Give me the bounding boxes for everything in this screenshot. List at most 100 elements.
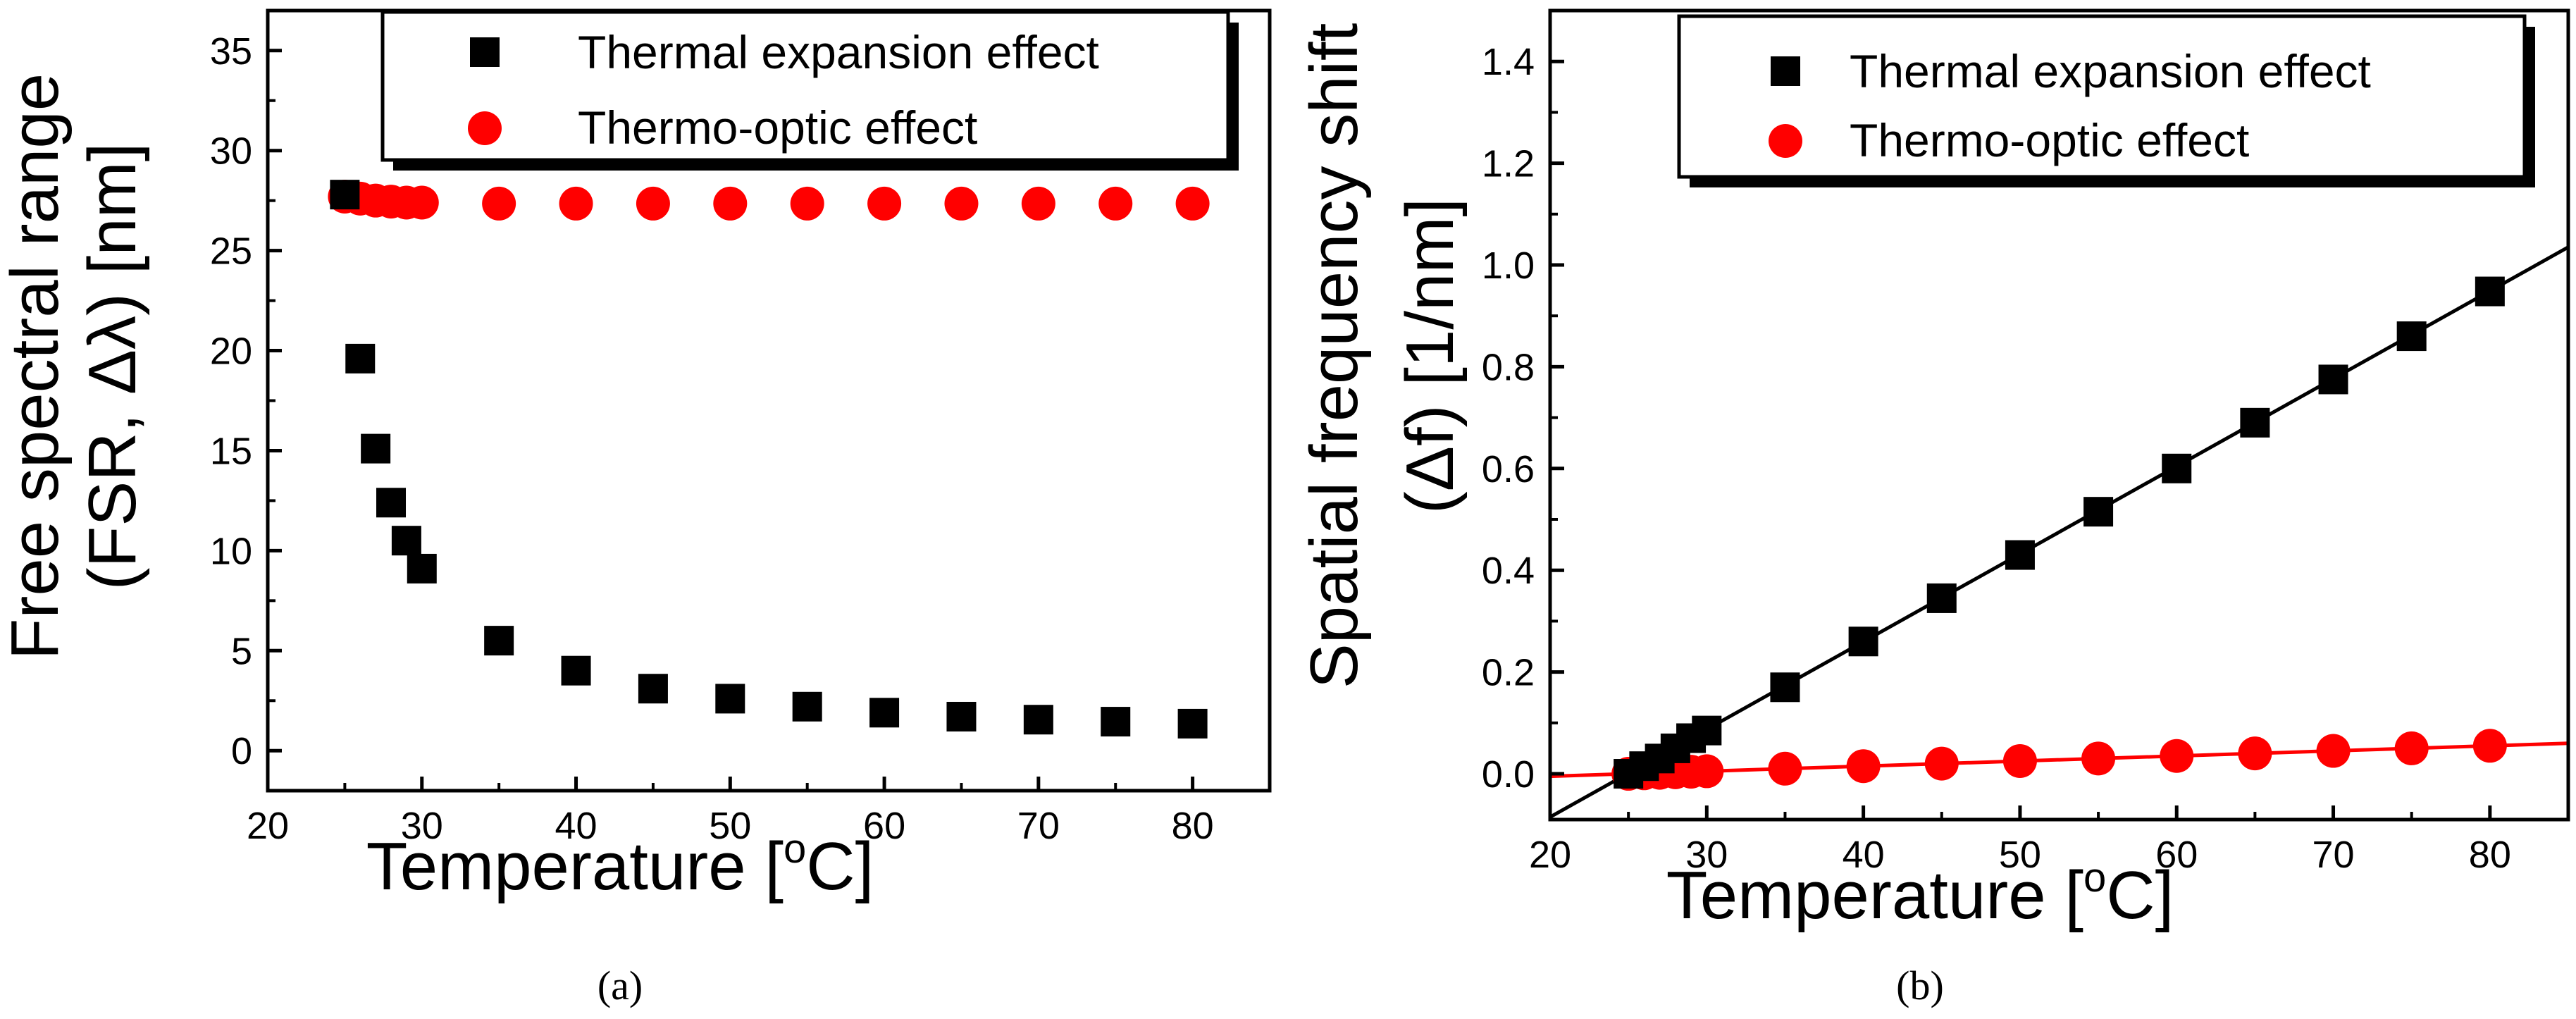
plot-frame [1548,8,2570,822]
y-tick-label: 35 [210,30,252,73]
legend-label-thermal-expansion: Thermal expansion effect [1850,45,2371,97]
y-tick-label: 1.0 [1482,245,1535,287]
data-point-thermo-optic [559,186,593,221]
data-point-thermal-expansion [869,698,900,728]
y-tick-label: 0 [231,730,252,772]
y-axis-label-line2: (Δf) [1/nm] [1392,198,1468,514]
data-point-thermo-optic [790,186,824,221]
y-tick-label: 0.6 [1482,448,1535,490]
data-point-thermo-optic [1690,754,1724,789]
y-tick-label: 20 [210,331,252,373]
x-tick-label: 20 [247,805,289,847]
data-point-thermal-expansion [2005,540,2035,570]
legend-label-thermal-expansion: Thermal expansion effect [578,26,1099,78]
y-axis-label-line2: (FSR, Δλ) [nm] [75,143,150,591]
y-tick-label: 0.0 [1482,753,1535,796]
legend-label-thermo-optic: Thermo-optic effect [578,101,977,154]
x-tick-label: 80 [1172,805,1214,847]
y-tick-label: 5 [231,630,252,672]
x-tick-label: 20 [1529,834,1571,876]
data-point-thermal-expansion [2083,497,2114,527]
data-point-thermal-expansion [407,553,437,583]
legend-label-thermo-optic: Thermo-optic effect [1850,114,2249,166]
data-point-thermo-optic [713,186,748,221]
x-tick-label: 30 [401,805,443,847]
data-point-thermal-expansion [1177,708,1208,739]
data-point-thermal-expansion [361,433,391,464]
data-point-thermo-optic [1021,186,1055,221]
data-point-thermo-optic [944,186,979,221]
data-point-thermo-optic [636,186,670,221]
y-axis-label: Spatial frequency shift (Δf) [1/nm] [1296,23,1468,689]
y-axis-label-line1: Spatial frequency shift [1296,23,1372,689]
x-tick-label: 60 [2155,834,2198,876]
legend-marker-thermo-optic [468,111,502,145]
data-point-thermal-expansion [715,684,745,714]
x-tick-label: 30 [1685,834,1728,876]
x-tick-label: 50 [1999,834,2041,876]
data-point-thermal-expansion [2240,407,2270,438]
data-point-thermal-expansion [792,691,822,722]
data-point-thermo-optic [2002,743,2037,778]
data-point-thermal-expansion [1926,583,1957,613]
data-point-thermal-expansion [2162,453,2192,483]
data-point-thermo-optic [2472,729,2507,763]
data-point-thermal-expansion [376,488,407,518]
x-tick-label: 40 [1843,834,1885,876]
data-point-thermo-optic [2160,739,2194,773]
x-tick-label: 80 [2469,834,2511,876]
data-point-thermo-optic [1846,749,1881,784]
y-tick-label: 0.8 [1482,346,1535,388]
legend-marker-thermo-optic [1769,124,1802,158]
data-point-thermo-optic [404,185,439,220]
legend-marker-thermal-expansion [470,37,500,67]
legend: Thermal expansion effect Thermo-optic ef… [380,10,1239,171]
data-point-thermal-expansion [2396,321,2427,352]
x-tick-label: 60 [863,805,905,847]
panel-b: Spatial frequency shift (Δf) [1/nm] 20 30… [1296,8,2570,1008]
data-point-thermo-optic [482,186,516,221]
data-point-thermal-expansion [561,655,591,686]
data-point-thermo-optic [2081,741,2116,776]
data-point-thermal-expansion [1848,626,1878,657]
x-axis-label: Temperature [oC] [1666,855,2174,933]
legend: Thermal expansion effect Thermo-optic ef… [1677,14,2535,187]
y-tick-label: 15 [210,430,252,472]
data-point-thermal-expansion [946,701,977,731]
data-point-thermo-optic [1768,751,1802,786]
y-tick-label: 10 [210,530,252,572]
data-point-thermal-expansion [391,526,421,556]
data-point-thermal-expansion [638,674,668,704]
data-point-thermo-optic [867,186,902,221]
y-tick-label: 1.2 [1482,143,1535,185]
panel-caption-b: (b) [1896,963,1944,1008]
data-point-thermo-optic [2394,731,2429,765]
x-tick-label: 70 [2312,834,2354,876]
y-tick-label: 30 [210,130,252,173]
data-point-thermal-expansion [484,626,514,656]
data-point-thermo-optic [2316,734,2351,768]
x-tick-label: 40 [555,805,597,847]
y-axis-label-line1: Free spectral range [0,73,73,660]
data-point-thermo-optic [2238,736,2272,771]
data-point-thermal-expansion [1692,715,1722,746]
data-point-thermo-optic [1098,186,1133,221]
data-point-thermo-optic [1175,186,1210,221]
y-tick-label: 1.4 [1482,41,1535,83]
data-point-thermal-expansion [330,180,360,210]
x-tick-label: 50 [709,805,751,847]
data-point-thermal-expansion [1101,707,1131,737]
legend-marker-thermal-expansion [1771,56,1800,86]
data-point-thermal-expansion [1023,705,1053,735]
data-point-thermal-expansion [2475,276,2505,307]
data-point-thermal-expansion [1770,672,1800,703]
y-tick-label: 25 [210,230,252,273]
x-axis-label: Temperature [oC] [366,826,874,904]
data-point-thermal-expansion [345,343,376,373]
y-tick-label: 0.2 [1482,652,1535,694]
data-point-thermal-expansion [2318,364,2348,395]
data-point-thermo-optic [1924,746,1959,781]
y-axis-label: Free spectral range (FSR, Δλ) [nm] [0,73,150,660]
panel-caption-a: (a) [597,963,643,1008]
